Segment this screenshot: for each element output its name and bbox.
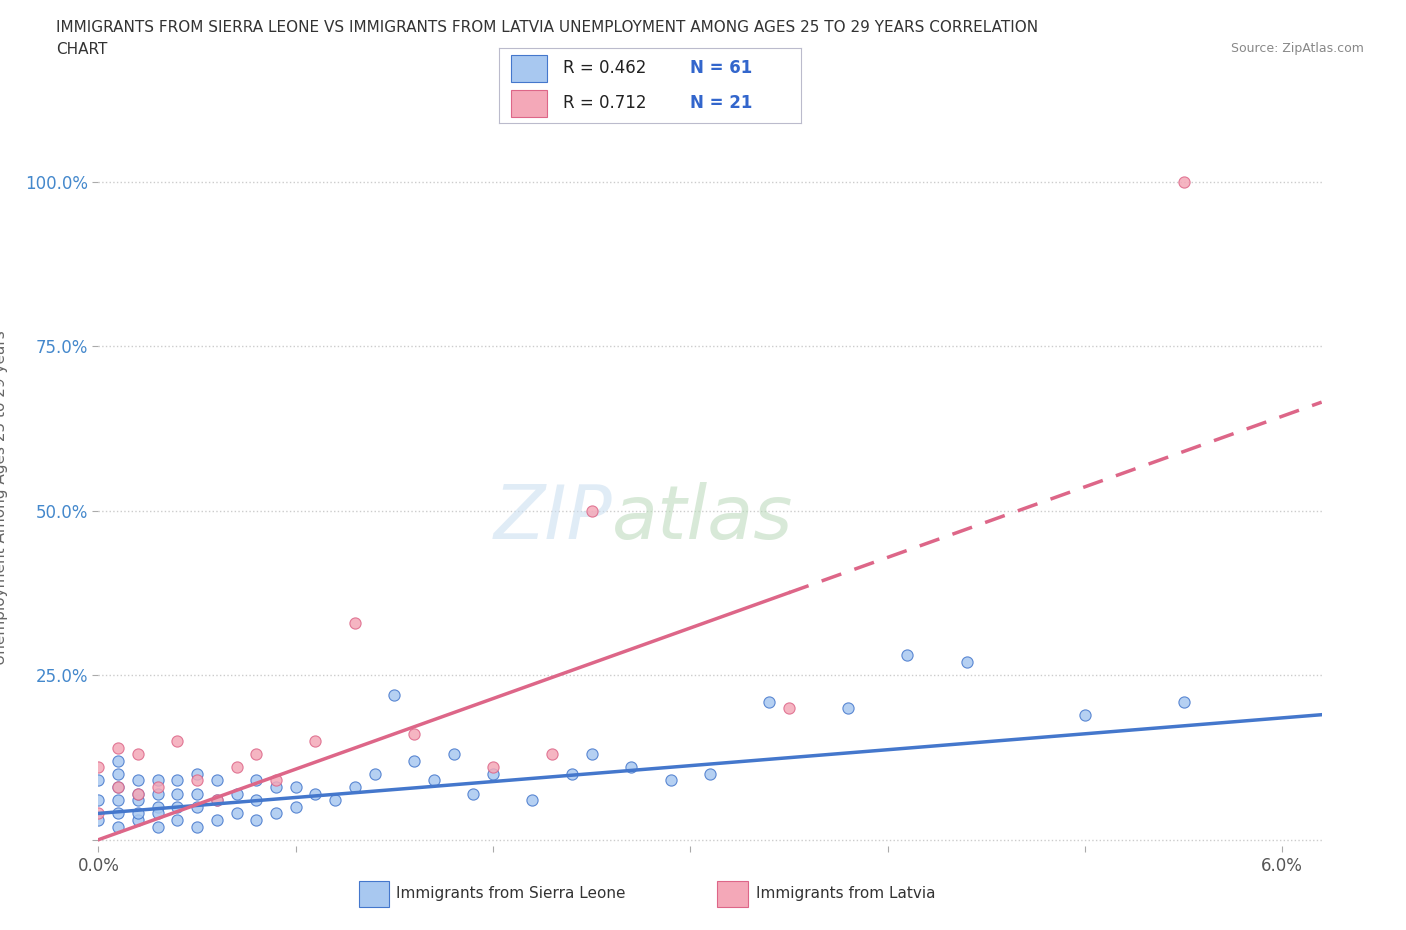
- Point: [186, 786, 208, 801]
- Point: [382, 687, 405, 702]
- Point: [146, 773, 169, 788]
- Point: [264, 806, 287, 821]
- Text: ZIP: ZIP: [494, 483, 612, 554]
- Point: [186, 766, 208, 781]
- Point: [323, 792, 346, 807]
- Text: Source: ZipAtlas.com: Source: ZipAtlas.com: [1230, 42, 1364, 55]
- Point: [264, 779, 287, 794]
- Point: [245, 747, 267, 762]
- Point: [107, 819, 129, 834]
- Point: [482, 760, 505, 775]
- Point: [87, 773, 110, 788]
- Point: [146, 779, 169, 794]
- Point: [107, 740, 129, 755]
- Text: R = 0.462: R = 0.462: [562, 60, 645, 77]
- Point: [127, 792, 149, 807]
- Point: [107, 806, 129, 821]
- Point: [146, 819, 169, 834]
- Point: [245, 792, 267, 807]
- Point: [186, 819, 208, 834]
- Text: IMMIGRANTS FROM SIERRA LEONE VS IMMIGRANTS FROM LATVIA UNEMPLOYMENT AMONG AGES 2: IMMIGRANTS FROM SIERRA LEONE VS IMMIGRAN…: [56, 20, 1039, 35]
- Point: [1074, 707, 1097, 722]
- Point: [166, 800, 188, 815]
- Point: [87, 813, 110, 828]
- Point: [304, 786, 326, 801]
- Point: [758, 694, 780, 709]
- Point: [443, 747, 465, 762]
- Text: N = 21: N = 21: [689, 94, 752, 112]
- Point: [581, 503, 603, 518]
- Point: [87, 792, 110, 807]
- Point: [146, 806, 169, 821]
- Text: R = 0.712: R = 0.712: [562, 94, 647, 112]
- Point: [423, 773, 446, 788]
- Text: CHART: CHART: [56, 42, 108, 57]
- Point: [107, 792, 129, 807]
- Point: [146, 786, 169, 801]
- Point: [778, 700, 800, 715]
- Point: [659, 773, 682, 788]
- Point: [166, 786, 188, 801]
- Point: [205, 792, 228, 807]
- Point: [463, 786, 485, 801]
- Point: [225, 760, 247, 775]
- Point: [284, 800, 307, 815]
- Point: [1173, 174, 1195, 189]
- Text: Immigrants from Latvia: Immigrants from Latvia: [756, 886, 936, 901]
- Y-axis label: Unemployment Among Ages 25 to 29 years: Unemployment Among Ages 25 to 29 years: [0, 330, 8, 665]
- Point: [581, 747, 603, 762]
- Point: [404, 727, 426, 742]
- Point: [146, 800, 169, 815]
- Point: [87, 760, 110, 775]
- Point: [343, 779, 366, 794]
- Point: [225, 786, 247, 801]
- Point: [127, 773, 149, 788]
- FancyBboxPatch shape: [512, 90, 547, 117]
- Point: [127, 806, 149, 821]
- Point: [166, 813, 188, 828]
- Point: [166, 734, 188, 749]
- Point: [127, 786, 149, 801]
- Point: [166, 773, 188, 788]
- Point: [186, 800, 208, 815]
- Point: [107, 779, 129, 794]
- Point: [87, 806, 110, 821]
- Point: [107, 753, 129, 768]
- Point: [284, 779, 307, 794]
- Point: [1173, 694, 1195, 709]
- Point: [837, 700, 859, 715]
- Point: [186, 773, 208, 788]
- Point: [304, 734, 326, 749]
- Point: [127, 786, 149, 801]
- Point: [205, 773, 228, 788]
- Text: N = 61: N = 61: [689, 60, 752, 77]
- Point: [225, 806, 247, 821]
- Point: [107, 779, 129, 794]
- Point: [127, 813, 149, 828]
- Point: [482, 766, 505, 781]
- Point: [245, 813, 267, 828]
- Point: [264, 773, 287, 788]
- Point: [955, 655, 977, 670]
- Point: [245, 773, 267, 788]
- Point: [896, 648, 918, 663]
- Point: [205, 792, 228, 807]
- Point: [522, 792, 544, 807]
- Point: [620, 760, 643, 775]
- Point: [363, 766, 385, 781]
- FancyBboxPatch shape: [512, 55, 547, 82]
- Point: [699, 766, 721, 781]
- Point: [205, 813, 228, 828]
- Point: [127, 747, 149, 762]
- Point: [343, 615, 366, 630]
- Point: [541, 747, 564, 762]
- Point: [404, 753, 426, 768]
- Text: atlas: atlas: [612, 483, 793, 554]
- Point: [561, 766, 583, 781]
- Text: Immigrants from Sierra Leone: Immigrants from Sierra Leone: [396, 886, 626, 901]
- Point: [107, 766, 129, 781]
